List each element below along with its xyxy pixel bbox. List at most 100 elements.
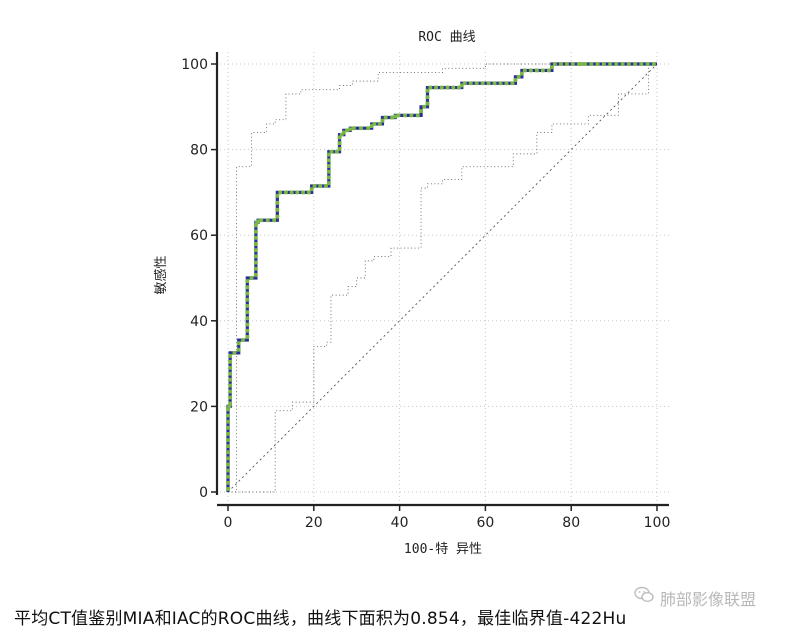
x-axis-label: 100-特 异性 bbox=[404, 542, 482, 557]
figure-caption: 平均CT值鉴别MIA和IAC的ROC曲线，曲线下面积为0.854，最佳临界值-4… bbox=[14, 609, 627, 629]
roc-curve-marker bbox=[425, 88, 430, 93]
roc-curve-marker bbox=[341, 130, 346, 135]
roc-curve-marker bbox=[265, 218, 270, 223]
roc-curve-marker bbox=[445, 85, 450, 90]
roc-curve-marker bbox=[324, 184, 328, 188]
roc-curve-marker bbox=[275, 207, 280, 212]
x-tick-label: 20 bbox=[305, 515, 323, 531]
roc-curve-marker bbox=[245, 291, 250, 296]
roc-curve-marker bbox=[275, 200, 280, 205]
roc-curve-marker bbox=[380, 118, 385, 123]
roc-curve-marker bbox=[366, 126, 371, 131]
roc-curve-marker bbox=[245, 279, 250, 284]
roc-curve-marker bbox=[403, 113, 407, 118]
roc-curve-marker bbox=[326, 175, 331, 180]
y-axis-label: 敏感性 bbox=[153, 255, 169, 294]
roc-chart: 0 20 40 60 80 100 0 20 40 60 80 100 ROC 曲线 100-特 异性… bbox=[153, 30, 671, 557]
roc-curve-marker bbox=[232, 351, 237, 355]
watermark-text: 肺部影像联盟 bbox=[660, 590, 757, 609]
roc-curve-marker bbox=[226, 419, 230, 424]
roc-curve-marker bbox=[253, 248, 258, 253]
roc-curve-marker bbox=[253, 229, 258, 234]
roc-curve-marker bbox=[226, 450, 230, 455]
y-tick-label: 40 bbox=[190, 314, 208, 330]
roc-curve-marker bbox=[428, 85, 433, 90]
roc-curve-marker bbox=[226, 432, 230, 436]
roc-curve-marker bbox=[486, 81, 491, 86]
roc-curve-marker bbox=[256, 219, 260, 224]
roc-curve-marker bbox=[253, 266, 258, 271]
roc-curve-marker bbox=[639, 62, 644, 66]
roc-curve-marker bbox=[228, 371, 233, 376]
roc-curve-marker bbox=[245, 310, 250, 315]
roc-curve-marker bbox=[390, 115, 394, 120]
roc-curve-marker bbox=[337, 141, 342, 146]
roc-curve-marker bbox=[422, 104, 427, 109]
roc-curve-marker bbox=[236, 341, 241, 346]
roc-curve-marker bbox=[226, 480, 230, 485]
roc-curve-marker bbox=[226, 438, 230, 442]
roc-curve-marker bbox=[245, 335, 250, 339]
roc-curve-marker bbox=[492, 81, 497, 86]
roc-curve-marker bbox=[540, 68, 545, 73]
roc-curve-marker bbox=[565, 62, 569, 66]
roc-curve-markers bbox=[226, 62, 656, 491]
roc-curve-marker bbox=[559, 62, 563, 66]
roc-curve-marker bbox=[245, 297, 250, 302]
chart-axes bbox=[211, 52, 669, 511]
roc-curve-marker bbox=[259, 218, 264, 223]
roc-curve-marker bbox=[601, 62, 606, 66]
roc-curve-marker bbox=[284, 190, 288, 195]
roc-curve-marker bbox=[462, 81, 467, 86]
roc-curve-marker bbox=[459, 83, 464, 88]
roc-curve-marker bbox=[377, 122, 382, 126]
roc-curve-marker bbox=[498, 81, 503, 86]
roc-curve-marker bbox=[614, 62, 619, 66]
roc-curve-marker bbox=[451, 85, 456, 90]
roc-curve-marker bbox=[226, 444, 230, 449]
roc-curve-marker bbox=[272, 218, 277, 223]
roc-curve-marker bbox=[326, 164, 331, 168]
roc-curve-marker bbox=[301, 190, 305, 195]
roc-curve-marker bbox=[236, 347, 241, 352]
x-tick-label: 80 bbox=[562, 515, 580, 531]
roc-curve-marker bbox=[278, 190, 283, 195]
x-tick-label: 0 bbox=[224, 515, 233, 531]
x-tick-label: 100 bbox=[644, 515, 671, 531]
y-tick-label: 100 bbox=[181, 57, 208, 73]
roc-curve-marker bbox=[245, 322, 250, 327]
roc-curve-marker bbox=[326, 152, 331, 157]
roc-curve-marker bbox=[595, 62, 600, 66]
wechat-icon bbox=[634, 586, 654, 603]
roc-curve-marker bbox=[228, 401, 233, 406]
roc-curve-marker bbox=[580, 62, 584, 66]
roc-curve-marker bbox=[425, 101, 430, 106]
roc-curve-marker bbox=[228, 353, 233, 358]
roc-curve-marker bbox=[228, 389, 233, 394]
roc-curve-marker bbox=[226, 407, 230, 412]
roc-curve-marker bbox=[226, 462, 230, 467]
roc-curve-marker bbox=[620, 62, 625, 66]
roc-curve-marker bbox=[334, 149, 339, 154]
roc-curve-marker bbox=[516, 74, 521, 79]
roc-curve-marker bbox=[326, 181, 331, 186]
roc-curve-marker bbox=[329, 149, 334, 154]
chart-title: ROC 曲线 bbox=[418, 30, 475, 45]
roc-curve-marker bbox=[228, 365, 233, 370]
roc-curve-marker bbox=[345, 128, 349, 133]
roc-curve-marker bbox=[226, 487, 230, 491]
roc-curve-marker bbox=[425, 95, 430, 100]
reference-diagonal-line bbox=[227, 63, 658, 493]
roc-curve-marker bbox=[468, 81, 473, 86]
roc-curve-marker bbox=[419, 109, 423, 113]
roc-curve-marker bbox=[253, 273, 258, 277]
roc-curve-marker bbox=[519, 71, 524, 76]
roc-curve-marker bbox=[359, 126, 363, 131]
roc-curve-marker bbox=[645, 62, 650, 66]
roc-curve-marker bbox=[245, 328, 250, 333]
roc-curve-marker bbox=[409, 113, 414, 118]
roc-curve-marker bbox=[651, 62, 656, 66]
roc-curve-marker bbox=[253, 223, 258, 228]
roc-curve-marker bbox=[249, 276, 254, 280]
confidence-upper-curve bbox=[228, 63, 657, 493]
